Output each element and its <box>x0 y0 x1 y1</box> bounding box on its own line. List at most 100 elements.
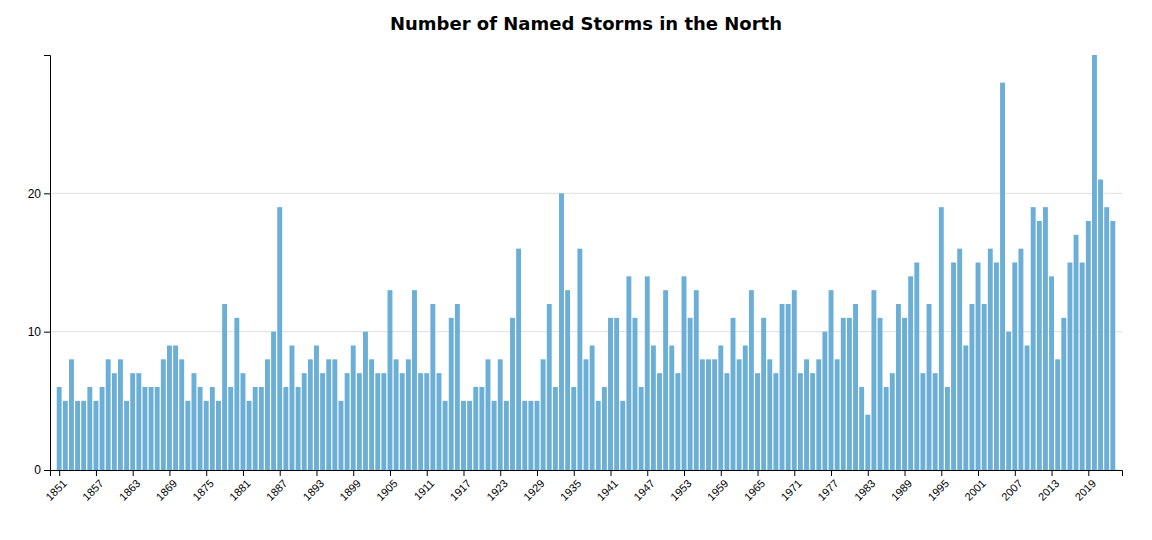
y-tick-mark <box>44 332 50 333</box>
x-tick-label: 1929 <box>521 477 547 503</box>
bar <box>247 401 252 470</box>
bar <box>712 359 717 470</box>
bar <box>1110 221 1115 470</box>
y-tick-mark <box>44 193 50 194</box>
bar <box>694 290 699 470</box>
x-tick-label: 1947 <box>631 477 657 503</box>
bar <box>283 387 288 470</box>
bar <box>179 359 184 470</box>
x-tick-mark <box>868 470 869 476</box>
bar <box>651 346 656 471</box>
bar <box>461 401 466 470</box>
bar <box>626 276 631 470</box>
bar <box>902 318 907 470</box>
x-tick-label: 1851 <box>43 477 69 503</box>
bar <box>185 401 190 470</box>
x-tick-mark <box>905 470 906 476</box>
x-tick-label: 1983 <box>852 477 878 503</box>
bar <box>473 387 478 470</box>
bar <box>682 276 687 470</box>
bar <box>504 401 509 470</box>
bar <box>510 318 515 470</box>
bar <box>93 401 98 470</box>
x-tick-mark <box>133 470 134 476</box>
x-tick: 1941 <box>595 470 621 503</box>
bar <box>1061 318 1066 470</box>
bar <box>259 387 264 470</box>
x-tick: 1899 <box>337 470 363 503</box>
y-tick-mark <box>44 470 50 471</box>
grid-line <box>50 193 1122 194</box>
y-tick-label: 20 <box>28 187 42 201</box>
bar <box>608 318 613 470</box>
bar <box>204 401 209 470</box>
bar <box>130 373 135 470</box>
bar <box>657 373 662 470</box>
x-tick: 2019 <box>1072 470 1098 503</box>
bar <box>969 304 974 470</box>
bar <box>761 318 766 470</box>
x-tick-label: 1959 <box>705 477 731 503</box>
x-tick: 1971 <box>778 470 804 503</box>
bar <box>357 373 362 470</box>
bar <box>945 387 950 470</box>
bar <box>412 290 417 470</box>
x-tick: 1869 <box>153 470 179 503</box>
bar <box>394 359 399 470</box>
x-tick: 1893 <box>301 470 327 503</box>
x-tick-label: 2013 <box>1036 477 1062 503</box>
bar <box>100 387 105 470</box>
bar <box>192 373 197 470</box>
x-tick-mark <box>427 470 428 476</box>
x-tick-label: 1953 <box>668 477 694 503</box>
bar <box>816 359 821 470</box>
bar <box>988 249 993 470</box>
x-tick: 1887 <box>264 470 290 503</box>
bar <box>161 359 166 470</box>
x-tick: 1977 <box>815 470 841 503</box>
bar <box>308 359 313 470</box>
x-tick-label: 1989 <box>889 477 915 503</box>
bar <box>136 373 141 470</box>
bar <box>216 401 221 470</box>
x-tick-mark <box>831 470 832 476</box>
bar <box>976 263 981 471</box>
x-tick-label: 1917 <box>448 477 474 503</box>
bar <box>406 359 411 470</box>
x-tick: 1863 <box>117 470 143 503</box>
x-tick-label: 2007 <box>999 477 1025 503</box>
bar <box>1006 332 1011 470</box>
bar <box>565 290 570 470</box>
bar <box>1092 55 1097 470</box>
x-tick: 1857 <box>80 470 106 503</box>
x-tick: 1935 <box>558 470 584 503</box>
x-tick-mark <box>978 470 979 476</box>
bar <box>614 318 619 470</box>
x-tick-mark <box>59 470 60 476</box>
bar <box>332 359 337 470</box>
bar <box>706 359 711 470</box>
x-tick: 1911 <box>411 470 436 502</box>
x-tick-mark <box>316 470 317 476</box>
x-tick: 1905 <box>374 470 400 503</box>
bar <box>914 263 919 471</box>
bar <box>149 387 154 470</box>
bar <box>700 359 705 470</box>
x-tick-label: 1995 <box>925 477 951 503</box>
bar <box>865 415 870 470</box>
bar <box>87 387 92 470</box>
bar <box>577 249 582 470</box>
bar <box>1031 207 1036 470</box>
bar <box>75 401 80 470</box>
x-tick: 1989 <box>889 470 915 503</box>
bar <box>1043 207 1048 470</box>
x-tick: 1953 <box>668 470 694 503</box>
x-tick: 1959 <box>705 470 731 503</box>
x-tick-mark <box>500 470 501 476</box>
chart-title: Number of Named Storms in the North <box>390 13 782 34</box>
bar <box>142 387 147 470</box>
bar <box>430 304 435 470</box>
x-tick-mark <box>243 470 244 476</box>
bar <box>853 304 858 470</box>
bar <box>663 290 668 470</box>
